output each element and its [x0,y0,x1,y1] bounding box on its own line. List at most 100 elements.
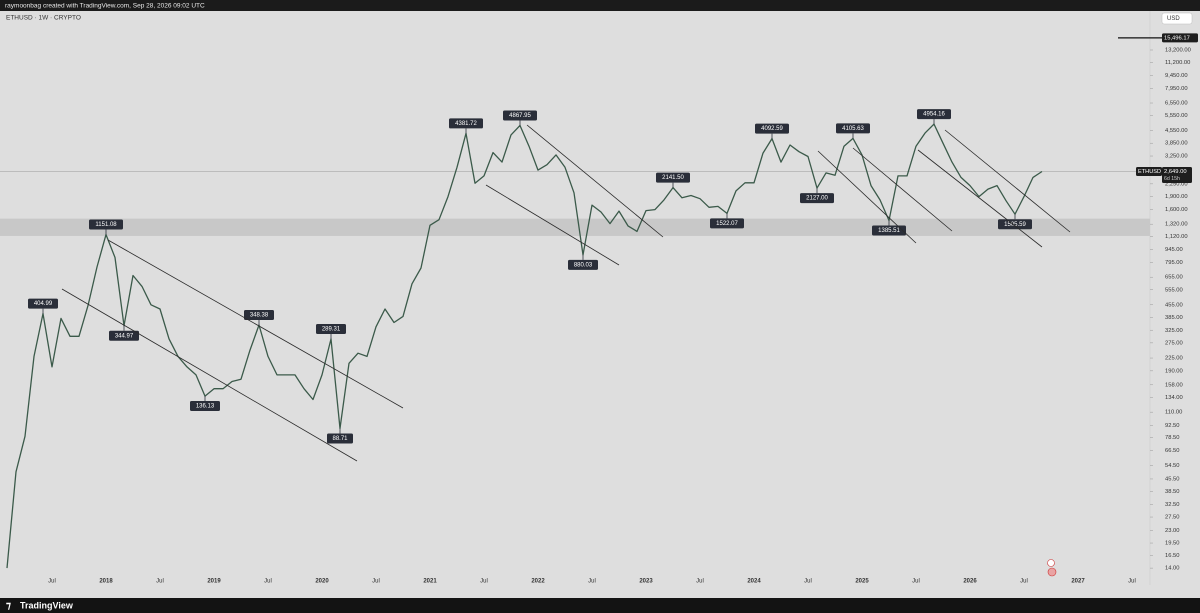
y-tick-label: 14.00 [1165,566,1180,572]
label-box [800,193,834,204]
y-tick-label: 5,550.00 [1165,113,1188,119]
data-label: 4867.95 [509,113,531,119]
data-label: 88.71 [332,436,348,442]
y-tick-label: 655.00 [1165,275,1183,281]
data-label: 1385.51 [878,228,900,234]
y-tick-label: 795.00 [1165,260,1183,266]
label-box [109,330,139,341]
x-tick-label: 2018 [99,579,113,585]
trend-line [526,124,664,238]
currency-button[interactable] [1161,12,1193,25]
y-tick-label: 6,550.00 [1165,101,1188,107]
data-label: 348.38 [250,313,269,319]
y-tick-label: 1,320.00 [1165,222,1188,228]
y-tick-label: 110.00 [1165,410,1182,416]
x-tick-label: Jul [588,579,596,585]
y-tick-label: 385.00 [1165,315,1183,321]
x-tick-label: 2020 [315,579,329,585]
y-tick-label: 134.00 [1165,395,1183,401]
event-icon[interactable] [1047,567,1057,577]
chart-title: ETHUSD · 1W · CRYPTO [6,15,81,22]
countdown-label: 6d 15h [1164,176,1180,182]
data-label: 4954.16 [923,112,945,118]
data-label: 136.13 [196,404,215,410]
data-label: 1505.59 [1004,222,1026,228]
label-box [503,110,537,121]
currency-label: USD [1167,16,1180,22]
y-tick-label: 555.00 [1165,287,1183,293]
y-tick-label: 27.50 [1165,515,1180,521]
x-tick-label: Jul [480,579,488,585]
x-tick-label: Jul [1128,579,1136,585]
y-tick-label: 4,550.00 [1165,128,1188,134]
trend-line [944,129,1071,233]
marker-label: 15,496.17 [1164,35,1190,41]
x-tick-label: Jul [372,579,380,585]
y-tick-label: 54.50 [1165,463,1180,469]
y-tick-label: 13,200.00 [1165,48,1191,54]
header-bar [0,0,1200,11]
x-tick-label: Jul [912,579,920,585]
last-price-label: 2,649.00 [1164,169,1187,175]
label-box [568,259,598,270]
footer-brand: TradingView [20,600,74,610]
event-icon[interactable] [1047,559,1055,567]
y-tick-label: 225.00 [1165,356,1183,362]
x-tick-label: Jul [696,579,704,585]
support-zone [0,218,1150,236]
footer-logo: ⁊ [6,601,11,612]
label-box [244,309,274,320]
data-label: 1151.08 [95,222,117,228]
x-tick-label: 2022 [531,579,545,585]
label-box [710,218,744,229]
label-box [190,401,220,412]
label-box [998,219,1032,230]
x-tick-label: Jul [156,579,164,585]
y-tick-label: 1,900.00 [1165,194,1188,200]
y-tick-label: 275.00 [1165,340,1183,346]
y-tick-label: 78.50 [1165,435,1180,441]
data-label: 404.99 [34,301,53,307]
y-tick-label: 92.50 [1165,423,1180,429]
y-tick-label: 9,450.00 [1165,73,1188,79]
data-label: 2141.50 [662,175,684,181]
y-tick-label: 45.50 [1165,476,1180,482]
label-box [917,109,951,120]
footer-bar [0,598,1200,613]
label-box [656,172,690,183]
label-box [327,433,353,444]
label-box [89,219,123,230]
trend-line [61,288,358,462]
y-tick-label: 3,250.00 [1165,154,1188,160]
y-tick-label: 66.50 [1165,448,1180,454]
label-box [28,298,58,309]
header-credit: raymoonbag created with TradingView.com,… [5,3,205,10]
data-label: 1522.07 [716,221,738,227]
data-label: 4092.59 [761,126,783,132]
y-tick-label: 3,850.00 [1165,141,1188,147]
x-tick-label: 2026 [963,579,977,585]
x-tick-label: 2021 [423,579,437,585]
label-box [755,123,789,134]
data-label: 2127.00 [806,196,828,202]
y-tick-label: 190.00 [1165,368,1183,374]
y-tick-label: 455.00 [1165,302,1183,308]
data-label: 4105.63 [842,126,864,132]
trend-line [817,150,917,244]
label-box [316,324,346,335]
marker-tag [1162,33,1198,43]
y-tick-label: 11,200.00 [1165,60,1190,66]
data-label: 880.03 [574,262,593,268]
last-price-tag [1162,167,1192,184]
y-tick-label: 158.00 [1165,382,1183,388]
y-tick-label: 945.00 [1165,247,1183,253]
label-box [872,225,906,236]
x-tick-label: 2025 [855,579,869,585]
y-tick-label: 1,120.00 [1165,234,1188,240]
x-tick-label: 2023 [639,579,653,585]
y-tick-label: 19.50 [1165,541,1180,547]
x-tick-label: Jul [48,579,56,585]
